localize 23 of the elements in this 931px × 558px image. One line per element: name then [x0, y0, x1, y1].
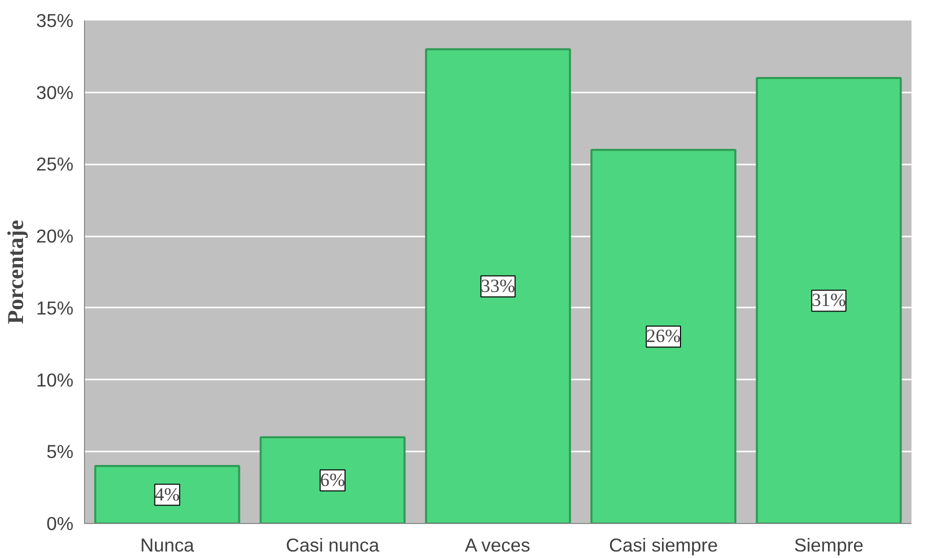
bar	[425, 48, 571, 524]
bar	[260, 436, 406, 524]
data-label: 26%	[646, 326, 681, 348]
y-tick-label: 15%	[36, 297, 74, 318]
x-tick-label: Nunca	[140, 534, 195, 556]
y-tick-label: 20%	[36, 226, 74, 247]
bar	[94, 465, 240, 524]
y-tick-label: 5%	[46, 441, 74, 462]
x-tick-label: Casi siempre	[608, 534, 718, 556]
bar	[590, 148, 736, 524]
data-label: 33%	[480, 276, 516, 297]
data-label: 31%	[812, 290, 846, 312]
bar	[756, 76, 902, 524]
y-tick-label: 25%	[36, 154, 74, 175]
y-tick-label: 10%	[36, 369, 74, 390]
y-axis-title: Porcentaje	[3, 220, 28, 324]
y-tick-label: 0%	[46, 513, 74, 534]
x-tick-label: A veces	[464, 534, 530, 556]
y-tick-label: 30%	[36, 82, 74, 103]
y-tick-label: 35%	[36, 10, 74, 31]
x-tick-label: Casi nunca	[286, 534, 380, 556]
data-label: 6%	[320, 470, 346, 491]
x-tick-label: Siempre	[794, 534, 864, 556]
